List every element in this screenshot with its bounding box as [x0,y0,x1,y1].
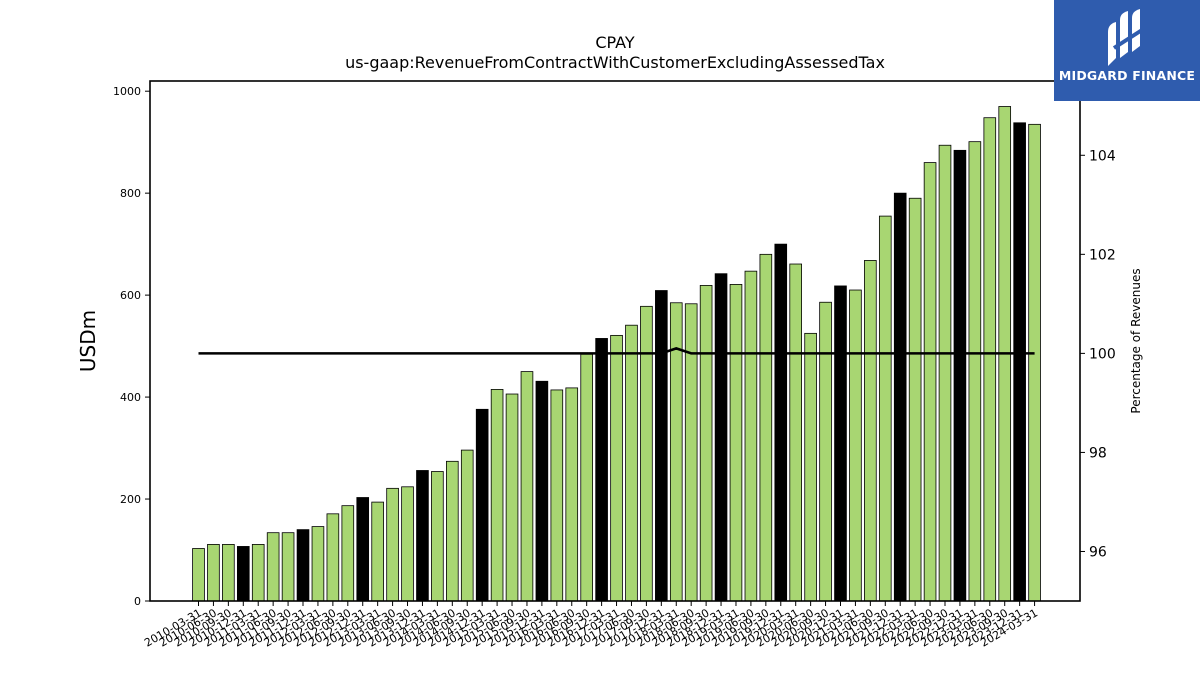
bar [550,389,564,602]
bar [699,285,713,602]
bar [983,117,997,602]
bar [520,371,534,602]
bar [251,544,265,602]
bar [192,548,205,602]
bar [744,270,758,602]
bar [878,215,892,602]
bar [640,305,653,602]
y2-tick-label: 98 [1089,445,1107,461]
bar [789,263,802,602]
bar [953,149,967,602]
bar [625,324,638,602]
bar [475,408,489,602]
bar [341,505,355,602]
y2-tick-label: 100 [1089,346,1116,362]
bar [849,289,862,602]
bar [505,393,519,602]
brand-name: MIDGARD FINANCE [1058,68,1196,83]
bar [610,334,623,602]
bar [714,273,728,602]
brand-logo: MIDGARD FINANCE [1054,0,1200,101]
bar [864,260,877,602]
bar [207,544,220,602]
series-line [198,347,1035,355]
bar [729,284,743,602]
logo-mark-icon [1108,9,1144,66]
bar [1013,122,1026,602]
y2-tick-label: 102 [1089,247,1116,263]
bar [893,192,907,602]
bar [446,460,459,602]
chart-subtitle: us-gaap:RevenueFromContractWithCustomerE… [345,53,885,72]
y-tick-label: 1000 [113,85,141,98]
y2-tick-label: 96 [1089,544,1107,560]
bar [401,486,414,602]
bar [908,197,922,602]
bar [759,253,773,602]
y2-axis-label: Percentage of Revenues [1129,268,1143,413]
bar [923,162,937,602]
bar [580,353,593,602]
bar [968,141,982,602]
bar [311,526,325,602]
bar [296,529,310,602]
bar [386,487,399,602]
chart-title: CPAY [595,33,635,52]
y2-tick-label: 104 [1089,148,1116,164]
bar [1028,123,1041,602]
y-tick-label: 800 [120,187,141,200]
bar [595,338,608,602]
y-tick-label: 200 [120,493,141,506]
bar [655,290,668,602]
plot-frame [149,80,1081,602]
bar [431,471,444,602]
bar [804,332,817,602]
y-axis-label: USDm [76,310,100,372]
bar [326,513,340,602]
y-tick-label: 400 [120,391,141,404]
bar [222,544,235,602]
bar [490,389,504,602]
bar [371,501,384,602]
bar [774,243,788,602]
bar [684,303,698,602]
bar [416,470,429,602]
bar [938,144,952,602]
y-tick-label: 600 [120,289,141,302]
bar [356,497,370,602]
bar [819,301,832,602]
bar [236,546,250,602]
y-tick-label: 0 [134,595,141,608]
bar [460,449,474,602]
bar [281,532,295,602]
bar [266,532,280,602]
bar [535,380,549,602]
bar [565,387,579,602]
bar [834,285,847,602]
